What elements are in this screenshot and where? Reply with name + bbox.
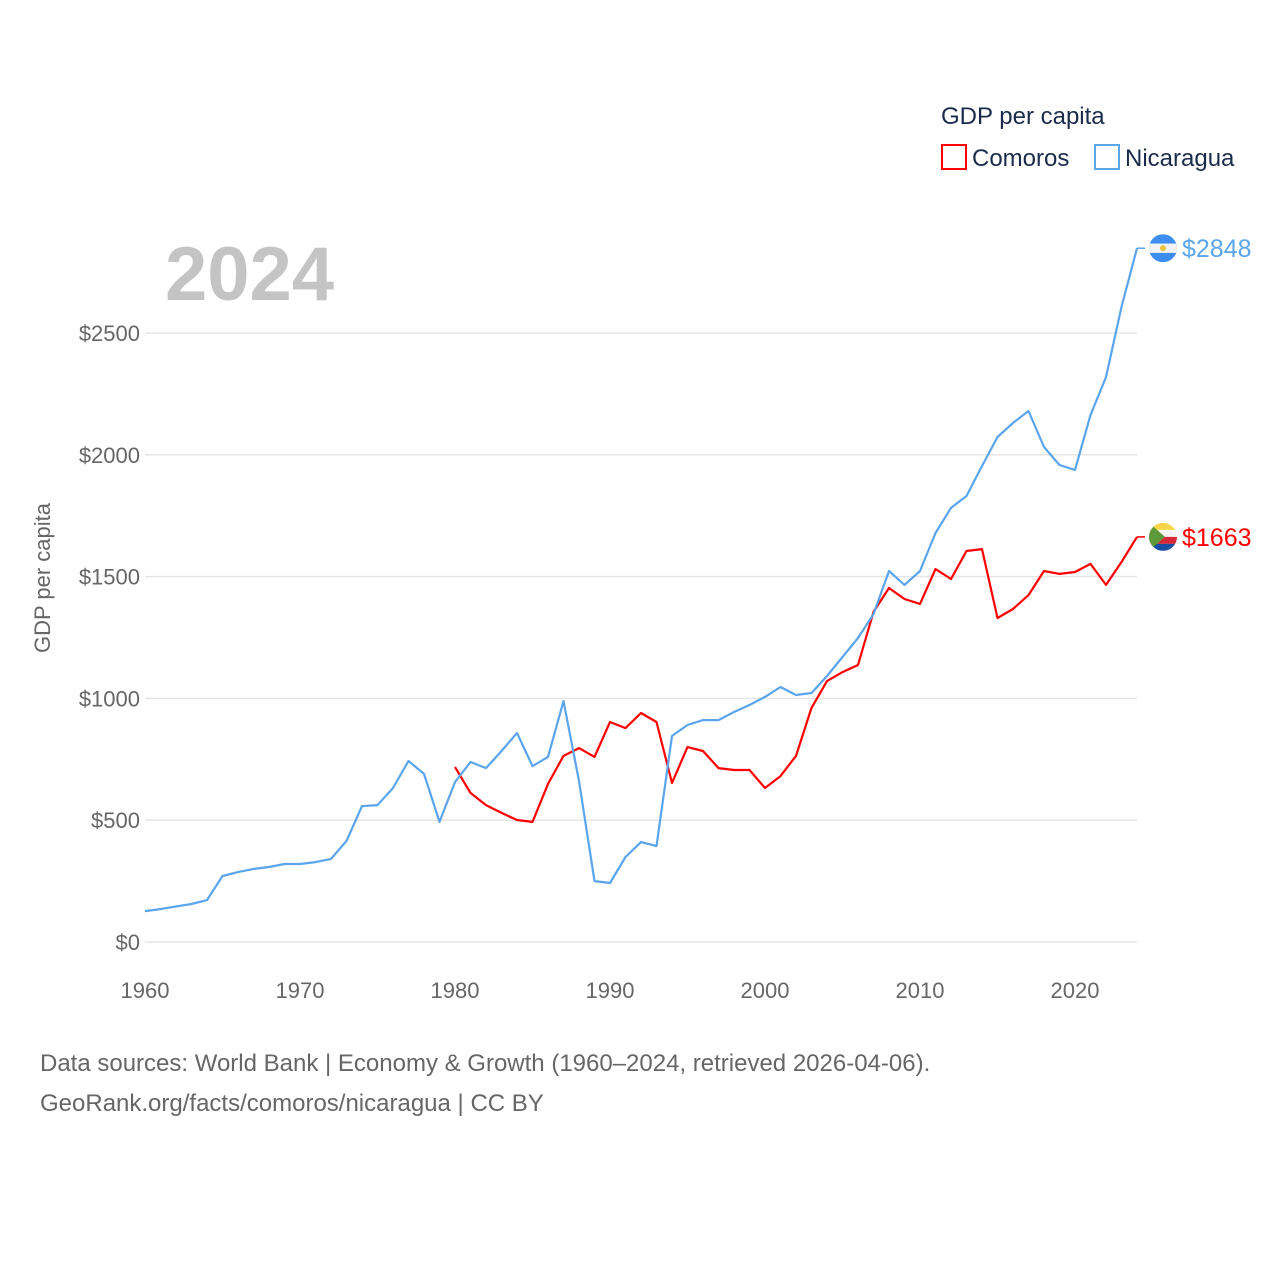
legend-label-nicaragua: Nicaragua <box>1125 145 1235 172</box>
flag-triangle <box>1149 522 1165 551</box>
flag-body <box>1149 234 1177 263</box>
y-tick-label: $1000 <box>79 686 140 711</box>
legend-swatch-comoros <box>941 144 967 170</box>
end-labels: $1663 $2848 <box>1137 234 1252 552</box>
flag-stripe <box>1149 529 1177 537</box>
flag-stripe <box>1149 522 1177 530</box>
x-tick-label: 1960 <box>121 978 170 1003</box>
x-tick-label: 1970 <box>276 978 325 1003</box>
flag-emblem <box>1160 245 1166 252</box>
footer: Data sources: World Bank | Economy & Gro… <box>40 1044 930 1124</box>
nicaragua-flag-icon <box>1149 234 1177 263</box>
y-tick-label: $2500 <box>79 321 140 346</box>
footer-sources: Data sources: World Bank | Economy & Gro… <box>40 1050 931 1077</box>
series-lines <box>144 247 1139 913</box>
flag-body <box>1149 522 1177 551</box>
legend-swatch-nicaragua <box>1094 144 1120 170</box>
footer-link: GeoRank.org/facts/comoros/nicaragua | CC… <box>40 1090 544 1117</box>
legend-item-nicaragua[interactable]: Nicaragua <box>1094 144 1235 172</box>
y-tick-label: $2000 <box>79 443 140 468</box>
grid-lines <box>145 332 1137 943</box>
series-line-comoros <box>454 536 1138 824</box>
y-axis-label: GDP per capita <box>30 502 55 653</box>
x-axis-ticks: 1960 1970 1980 1990 2000 2010 2020 <box>121 978 1100 1003</box>
x-tick-label: 1990 <box>586 978 635 1003</box>
end-value-label: $2848 <box>1182 235 1252 263</box>
legend-title: GDP per capita <box>941 103 1105 130</box>
y-tick-label: $1500 <box>79 565 140 590</box>
x-tick-label: 2000 <box>741 978 790 1003</box>
y-axis-ticks: $0 $500 $1000 $1500 $2000 $2500 <box>79 321 140 955</box>
x-tick-label: 2020 <box>1051 978 1100 1003</box>
x-tick-label: 2010 <box>896 978 945 1003</box>
flag-stripe <box>1149 536 1177 544</box>
series-line-nicaragua <box>144 247 1139 913</box>
y-tick-label: $500 <box>91 808 140 833</box>
legend-item-comoros[interactable]: Comoros <box>941 144 1069 172</box>
flag-stripe <box>1149 543 1177 551</box>
end-value-label: $1663 <box>1182 524 1252 552</box>
year-label: 2024 <box>165 232 334 317</box>
x-tick-label: 1980 <box>431 978 480 1003</box>
comoros-flag-icon <box>1149 522 1177 551</box>
legend-label-comoros: Comoros <box>972 145 1069 172</box>
y-tick-label: $0 <box>116 930 140 955</box>
